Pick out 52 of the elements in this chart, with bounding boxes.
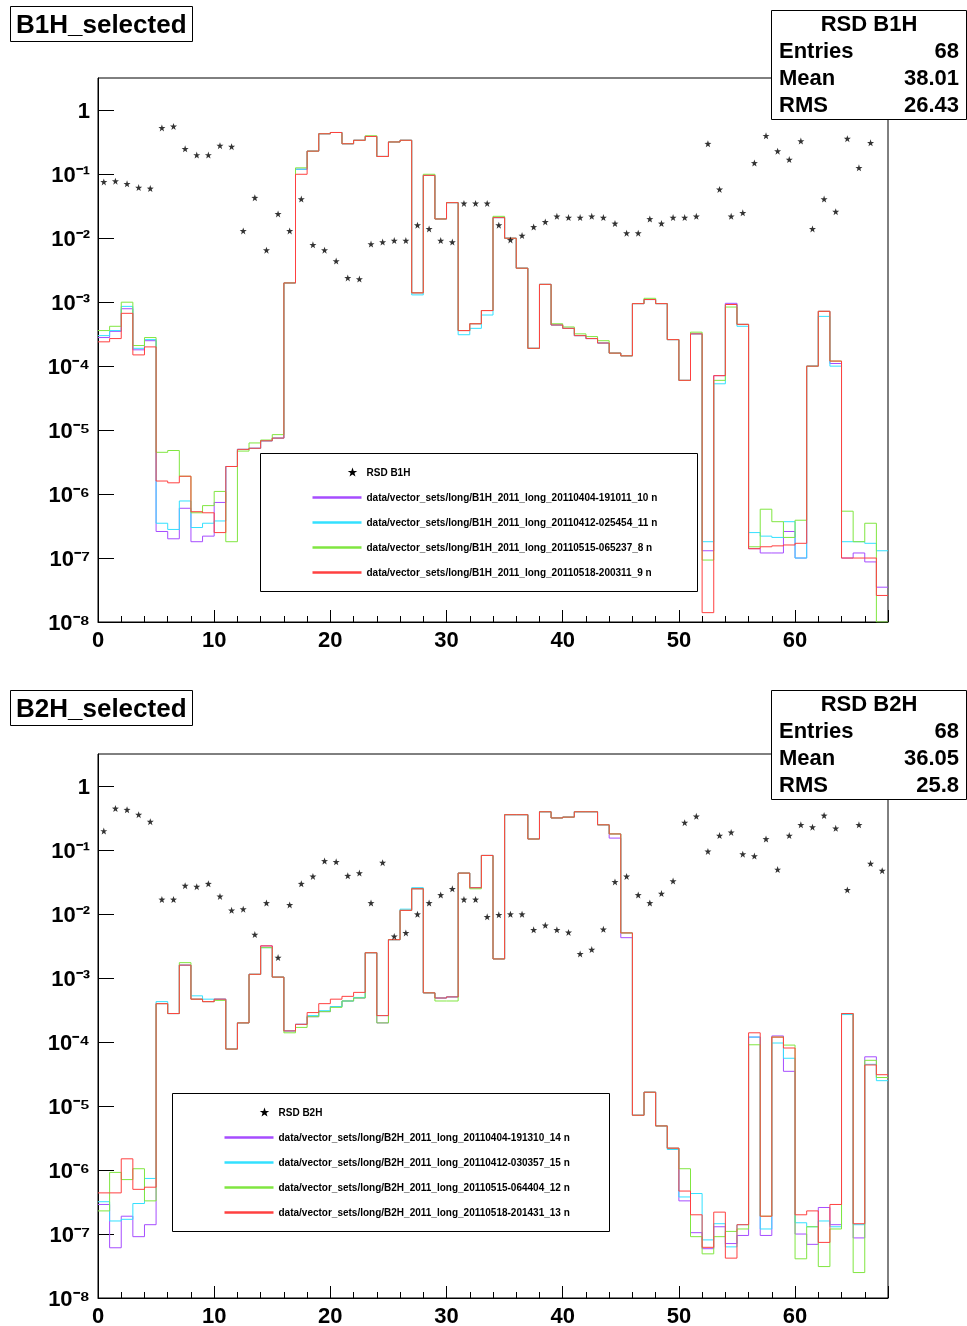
legend-label: data/vector_sets/long/B2H_2011_long_20110404-191310_14 n (278, 1132, 570, 1143)
y-tick-label: 10⁻⁵ (48, 1093, 90, 1119)
x-tick-label: 50 (666, 1302, 692, 1326)
y-tick-label: 10⁻⁶ (48, 481, 90, 507)
text: Entries 68 (779, 718, 959, 743)
legend-label: data/vector_sets/long/B2H_2011_long_20110515-064404_12 n (278, 1182, 570, 1193)
x-tick-label: 20 (318, 1302, 343, 1326)
legend-label: RSD B1H (366, 467, 411, 478)
x-tick-label: 0 (91, 626, 105, 652)
y-tick-label: 10⁻⁷ (49, 545, 90, 571)
legend-label: data/vector_sets/long/B2H_2011_long_20110412-030357_15 n (278, 1157, 570, 1168)
legend-label: data/vector_sets/long/B1H_2011_long_20110404-191011_10 n (366, 492, 658, 503)
x-tick-label: 20 (318, 626, 343, 652)
legend-label: data/vector_sets/long/B1H_2011_long_20110412-025454_11 n (366, 517, 658, 528)
y-tick-label: 10⁻³ (51, 289, 90, 315)
y-tick-label: 10⁻⁴ (47, 1029, 90, 1055)
text: RSD B1H (820, 11, 918, 36)
x-tick-label: 60 (782, 626, 808, 652)
x-tick-label: 30 (434, 626, 459, 652)
legend-label: RSD B2H (278, 1107, 323, 1118)
y-tick-label: 10⁻² (51, 225, 90, 251)
chart-title: B1H_selected (16, 9, 187, 39)
x-tick-label: 0 (91, 1302, 105, 1326)
legend-label: data/vector_sets/long/B1H_2011_long_20110518-200311_9 n (366, 567, 652, 578)
chart-title: B2H_selected (16, 693, 187, 723)
text: Mean 38.01 (779, 65, 959, 90)
y-tick-label: 1 (77, 97, 90, 123)
text: Mean 36.05 (779, 745, 959, 770)
y-tick-label: 10⁻¹ (51, 837, 90, 863)
y-tick-label: 10⁻⁴ (47, 353, 90, 379)
y-tick-label: 10⁻⁵ (48, 417, 90, 443)
legend-label: data/vector_sets/long/B2H_2011_long_20110518-201431_13 n (278, 1207, 570, 1218)
y-tick-label: 10⁻⁶ (48, 1157, 90, 1183)
y-tick-label: 10⁻¹ (51, 161, 90, 187)
y-tick-label: 10⁻⁷ (49, 1221, 90, 1247)
x-tick-label: 40 (550, 626, 575, 652)
text: RMS 25.8 (779, 772, 959, 797)
y-tick-label: 1 (77, 773, 90, 799)
text: RMS 26.43 (779, 92, 959, 117)
text: Entries 68 (779, 38, 959, 63)
x-tick-label: 60 (782, 1302, 808, 1326)
text: RSD B2H (820, 691, 918, 716)
x-tick-label: 40 (550, 1302, 575, 1326)
y-tick-label: 10⁻³ (51, 965, 90, 991)
y-tick-label: 10⁻⁸ (48, 609, 90, 635)
legend-label: data/vector_sets/long/B1H_2011_long_20110515-065237_8 n (366, 542, 653, 553)
y-tick-label: 10⁻⁸ (48, 1285, 90, 1311)
x-tick-label: 30 (434, 1302, 459, 1326)
x-tick-label: 50 (666, 626, 692, 652)
y-tick-label: 10⁻² (51, 901, 90, 927)
x-tick-label: 10 (201, 626, 227, 652)
x-tick-label: 10 (201, 1302, 227, 1326)
